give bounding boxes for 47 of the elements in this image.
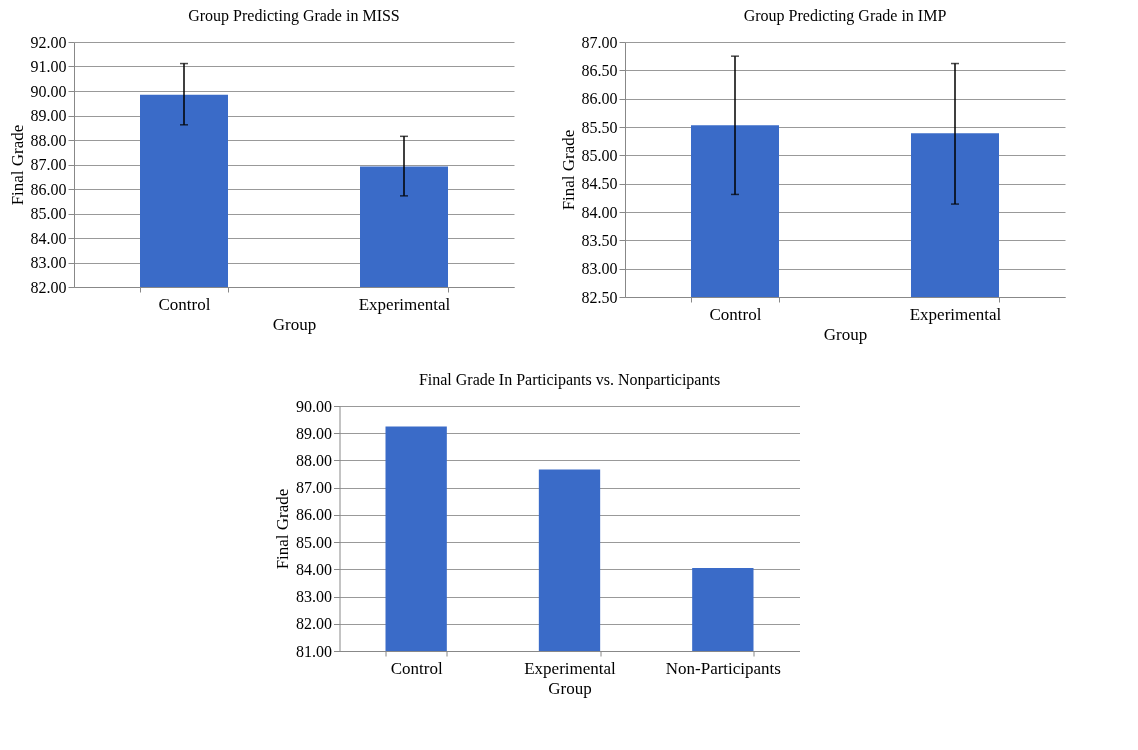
y-tick-label: 86.50 [581,61,618,79]
y-tick-label: 90.00 [30,82,67,100]
chart-title: Group Predicting Grade in MISS [188,7,400,25]
y-tick-label: 86.00 [581,90,618,108]
y-tick-label: 84.00 [30,229,67,247]
x-axis-title: Group [548,678,592,698]
y-tick-label: 86.00 [296,506,332,524]
y-tick-label: 82.50 [581,288,618,306]
x-tick-label: Experimental [909,304,1002,324]
y-tick-label: 84.00 [581,203,618,221]
y-tick-label: 85.00 [581,146,618,164]
y-tick-label: 83.50 [581,231,618,249]
y-tick-label: 85.00 [30,205,67,222]
y-tick-label: 89.00 [296,424,332,442]
x-tick-label: Control [390,658,443,678]
y-tick-label: 88.00 [296,451,332,469]
y-tick-label: 87.00 [581,33,618,51]
x-axis-title: Group [272,314,317,334]
y-tick-label: 88.00 [30,131,67,149]
y-tick-label: 85.50 [581,118,618,136]
y-tick-label: 92.00 [30,33,67,51]
y-axis-title: Final Grade [7,124,27,206]
x-tick-label: Control [158,294,211,314]
x-tick-label: Experimental [524,658,617,678]
y-tick-label: 85.00 [296,533,332,551]
y-tick-label: 90.00 [296,397,332,415]
y-tick-label: 91.00 [30,58,67,75]
y-tick-label: 86.00 [30,180,67,198]
x-tick-label: Experimental [358,294,451,314]
y-tick-label: 83.00 [30,254,67,271]
chart-title: Final Grade In Participants vs. Nonparticipants [418,371,721,389]
y-tick-label: 82.00 [30,278,67,296]
y-tick-label: 89.00 [30,107,67,124]
y-axis-title: Final Grade [273,488,292,570]
y-tick-label: 87.00 [296,479,332,497]
y-tick-label: 84.00 [296,560,332,578]
x-axis-title: Group [823,324,868,344]
y-tick-label: 84.50 [581,175,618,193]
x-tick-label: Non-Participants [665,658,781,678]
x-tick-label: Control [709,304,762,324]
y-tick-label: 83.00 [296,588,332,606]
y-tick-label: 87.00 [30,156,67,173]
y-tick-label: 81.00 [296,642,332,660]
y-tick-label: 82.00 [296,615,332,633]
y-axis-title: Final Grade [558,129,578,211]
chart-title: Group Predicting Grade in IMP [743,7,947,25]
y-tick-label: 83.00 [581,260,618,278]
